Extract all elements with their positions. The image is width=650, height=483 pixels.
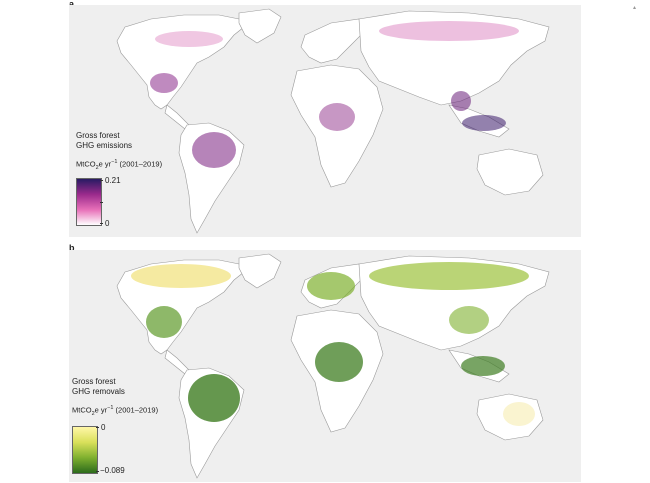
australia	[476, 148, 544, 196]
removals-colorbar-tick-top	[96, 427, 99, 428]
hotspot-amazon	[192, 132, 236, 168]
hotspot-southeast-asia	[451, 91, 471, 111]
hotspot-congo	[319, 103, 355, 131]
hotspot-indonesia	[462, 115, 506, 131]
legend-title-line2: GHG removals	[72, 387, 125, 396]
removals-eastern-us	[146, 306, 182, 338]
legend-title-line1: Gross forest	[76, 131, 120, 140]
hotspot-russia	[379, 21, 519, 41]
removals-colorbar-min-label: −0.089	[100, 466, 125, 475]
corner-mark: ▴	[632, 5, 636, 11]
greenland	[238, 8, 282, 44]
emissions-hotspots	[150, 21, 519, 168]
removals-colorbar-max-label: 0	[101, 423, 106, 432]
emissions-colorbar-tick-top	[100, 180, 103, 181]
emissions-colorbar-tick-mid	[100, 202, 103, 203]
legend-title-line2: GHG emissions	[76, 141, 133, 150]
asia	[358, 10, 550, 106]
removals-siberia	[369, 262, 529, 290]
emissions-colorbar-tick-bottom	[100, 223, 103, 224]
emissions-world-map	[116, 8, 550, 234]
emissions-legend: Gross forest GHG emissions MtCO2e yr−1 (…	[76, 131, 162, 173]
panel-b-letter: b	[69, 243, 75, 253]
greenland	[238, 253, 282, 289]
removals-southeast-asia	[461, 356, 505, 376]
removals-map-panel: Gross forest GHG removals MtCO2e yr−1 (2…	[69, 250, 581, 482]
removals-europe	[307, 272, 355, 300]
removals-congo	[315, 342, 363, 382]
emissions-colorbar	[76, 178, 102, 226]
removals-amazon	[188, 374, 240, 422]
legend-unit: MtCO2e yr−1 (2001–2019)	[76, 159, 163, 171]
removals-regions	[131, 262, 535, 426]
panel-a-letter: a	[69, 0, 74, 9]
emissions-map-panel: Gross forest GHG emissions MtCO2e yr−1 (…	[69, 5, 581, 237]
north-america	[116, 14, 245, 110]
removals-china	[449, 306, 489, 334]
removals-colorbar	[72, 426, 98, 474]
hotspot-eastern-us	[150, 73, 178, 93]
europe	[300, 18, 366, 64]
removals-colorbar-tick-bottom	[96, 471, 99, 472]
hotspot-canada	[155, 31, 223, 47]
emissions-colorbar-max-label: 0.21	[105, 176, 121, 185]
legend-title-line1: Gross forest	[72, 377, 116, 386]
legend-unit: MtCO2e yr−1 (2001–2019)	[72, 405, 159, 417]
removals-world-map	[116, 253, 550, 479]
removals-boreal-north-america	[131, 264, 231, 288]
removals-australia	[503, 402, 535, 426]
removals-legend: Gross forest GHG removals MtCO2e yr−1 (2…	[72, 377, 158, 419]
emissions-colorbar-min-label: 0	[105, 219, 110, 228]
